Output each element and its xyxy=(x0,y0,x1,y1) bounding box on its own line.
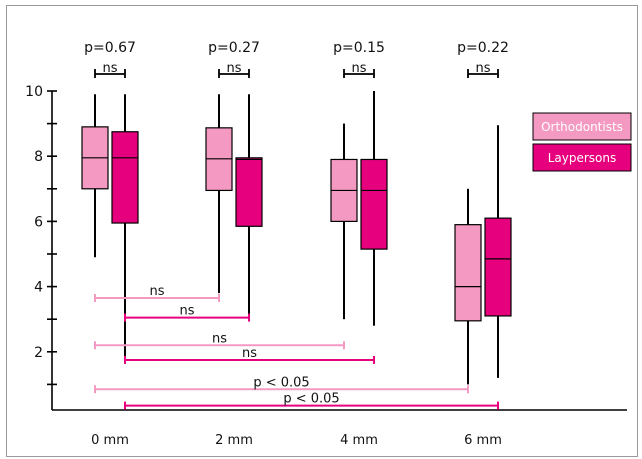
comparison-label-2: ns xyxy=(212,331,227,346)
pvalue-top-2: p=0.15 xyxy=(333,40,385,56)
ns-top-label-0: ns xyxy=(102,61,117,76)
y-tick-label: 10 xyxy=(25,84,43,100)
legend-swatch-1 xyxy=(532,143,632,172)
legend-label-1: Laypersons xyxy=(548,151,617,165)
legend-swatch-0 xyxy=(532,112,632,141)
pvalue-top-0: p=0.67 xyxy=(84,40,136,56)
pvalue-top-3: p=0.22 xyxy=(457,40,509,56)
box-laypersons-2 xyxy=(360,158,388,250)
comparison-label-3: ns xyxy=(242,346,257,361)
pvalue-top-1: p=0.27 xyxy=(208,40,260,56)
comparison-label-5: p < 0.05 xyxy=(283,392,339,407)
ns-top-label-3: ns xyxy=(475,61,490,76)
box-laypersons-3 xyxy=(484,217,512,317)
x-tick-label-1: 2 mm xyxy=(215,433,253,448)
y-tick-label: 8 xyxy=(34,149,43,165)
y-tick-label: 2 xyxy=(34,345,43,361)
x-tick-label-2: 4 mm xyxy=(340,433,378,448)
box-laypersons-1 xyxy=(235,157,263,227)
ns-top-label-2: ns xyxy=(351,61,366,76)
comparison-label-0: ns xyxy=(149,284,164,299)
box-laypersons-0 xyxy=(111,131,139,224)
y-tick-label: 6 xyxy=(34,214,43,230)
ns-top-label-1: ns xyxy=(226,61,241,76)
x-tick-label-3: 6 mm xyxy=(464,433,502,448)
y-tick-label: 4 xyxy=(34,280,43,296)
comparison-label-4: p < 0.05 xyxy=(253,375,309,390)
x-tick-label-0: 0 mm xyxy=(91,433,129,448)
boxplot-chart: 2 4 6 8 10 0 mm 2 mm 4 mm 6 mm p=0.67 ns p=0.27 ns p=… xyxy=(25,40,632,448)
legend-label-0: Orthodontists xyxy=(541,120,623,134)
box-orthodontists-3 xyxy=(454,224,482,322)
figure-frame: 2 4 6 8 10 0 mm 2 mm 4 mm 6 mm p=0.67 ns p=0.27 ns p=… xyxy=(6,5,638,457)
comparison-label-1: ns xyxy=(179,304,194,319)
